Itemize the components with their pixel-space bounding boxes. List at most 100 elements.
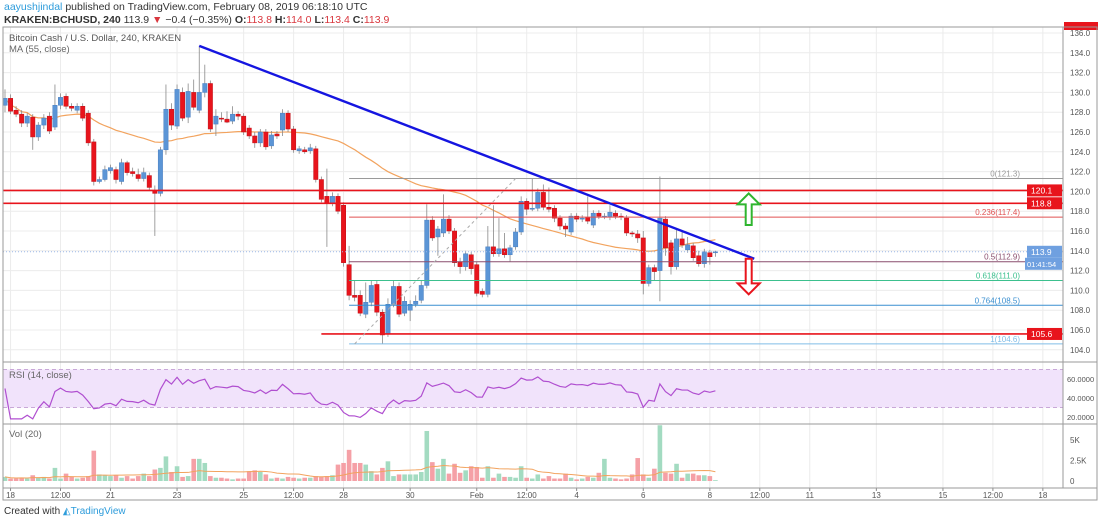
candle-body	[252, 135, 258, 144]
candle	[157, 146, 163, 197]
candle	[263, 129, 269, 150]
volume-bar	[468, 466, 474, 481]
volume-tick-label: 5K	[1070, 436, 1080, 445]
candle	[363, 282, 369, 319]
volume-bar	[690, 473, 696, 481]
author-link[interactable]: aayushjindal	[4, 1, 63, 13]
candle	[552, 205, 557, 223]
candle-body	[568, 215, 574, 233]
candle-body	[679, 238, 685, 246]
fib-level-label: 0.618(111.0)	[976, 272, 1021, 281]
candle	[80, 103, 86, 122]
candle	[185, 83, 191, 124]
created-with: Created with	[4, 506, 61, 517]
volume-bar	[485, 466, 491, 481]
volume-bar	[341, 462, 346, 481]
candle-body	[429, 219, 435, 239]
candle-body	[157, 149, 163, 194]
candle-body	[230, 113, 236, 122]
time-tick-label: 8	[708, 491, 713, 500]
volume-tick-label: 0	[1070, 477, 1075, 486]
candle-body	[490, 246, 496, 255]
volume-bar	[13, 478, 19, 481]
volume-bar	[263, 474, 269, 481]
volume-bar	[380, 467, 385, 481]
volume-bar	[346, 449, 352, 481]
series-legend[interactable]: Bitcoin Cash / U.S. Dollar, 240, KRAKEN	[9, 33, 181, 44]
price-tick-label: 136.0	[1070, 29, 1091, 38]
candle	[108, 164, 113, 174]
volume-ma-line	[4, 464, 716, 479]
price-label-badge	[1027, 327, 1062, 340]
volume-bar	[147, 476, 152, 481]
time-tick-label: 12:00	[50, 491, 71, 500]
time-tick-label: 13	[872, 491, 881, 500]
rsi-legend[interactable]: RSI (14, close)	[9, 370, 72, 381]
volume-bar	[502, 476, 507, 481]
volume-bar	[496, 473, 502, 481]
rsi-band	[3, 369, 1063, 408]
candle-body	[352, 295, 358, 298]
fib-level-label: 0.236(117.4)	[975, 208, 1020, 217]
time-tick-label: 28	[339, 491, 348, 500]
candle	[46, 112, 52, 134]
volume-bar	[252, 470, 258, 481]
candle	[324, 168, 330, 247]
candle-body	[674, 238, 679, 267]
volume-bar	[696, 475, 702, 481]
candle-body	[280, 112, 285, 131]
fib-level-label: 1(104.6)	[990, 335, 1020, 344]
candle	[307, 143, 313, 154]
candle-body	[368, 285, 374, 303]
candle-body	[552, 207, 557, 219]
candle-body	[185, 91, 191, 118]
volume-bar	[674, 463, 679, 481]
candle	[235, 111, 241, 121]
volume-bar	[185, 476, 191, 481]
candle-body	[613, 212, 618, 217]
volume-bar	[74, 478, 80, 481]
candle	[241, 113, 247, 135]
candle	[302, 146, 308, 154]
volume-bar	[424, 430, 430, 481]
candle-body	[52, 105, 58, 128]
volume-bar	[69, 476, 74, 481]
volume-bar	[124, 476, 130, 481]
grid	[3, 27, 1063, 488]
candle-body	[657, 217, 663, 271]
price-tick-label: 120.0	[1070, 187, 1091, 196]
candle	[96, 176, 102, 184]
ma-legend[interactable]: MA (55, close)	[9, 44, 70, 55]
tradingview-link[interactable]: TradingView	[70, 506, 126, 517]
candle	[579, 215, 585, 223]
candle	[407, 300, 413, 322]
candle-body	[241, 115, 247, 133]
volume-pane	[2, 425, 718, 481]
candle	[601, 213, 607, 220]
candle	[657, 176, 663, 302]
publish-info: aayushjindal published on TradingView.co…	[4, 1, 367, 13]
candle-body	[441, 218, 446, 234]
candle	[685, 236, 691, 253]
candle	[357, 290, 363, 317]
last-price: 113.9	[123, 14, 150, 26]
volume-bar	[30, 475, 36, 481]
candle	[19, 110, 25, 128]
price-tick-label: 106.0	[1070, 326, 1091, 335]
candle-body	[696, 255, 702, 264]
ma-line	[4, 97, 716, 252]
candle	[207, 80, 213, 132]
open-value: 113.8	[246, 14, 273, 26]
candle-body	[557, 217, 563, 227]
time-tick-label: 12:00	[983, 491, 1004, 500]
candle-body	[635, 233, 641, 239]
candle	[52, 84, 58, 131]
candle	[435, 226, 441, 256]
candle-body	[712, 251, 718, 254]
candle-body	[446, 218, 452, 232]
symbol-info: KRAKEN:BCHUSD, 240 113.9 ▼ −0.4 (−0.35%)…	[4, 14, 389, 26]
candle	[213, 109, 219, 136]
time-tick-label: 18	[1038, 491, 1047, 500]
volume-legend[interactable]: Vol (20)	[9, 429, 42, 440]
